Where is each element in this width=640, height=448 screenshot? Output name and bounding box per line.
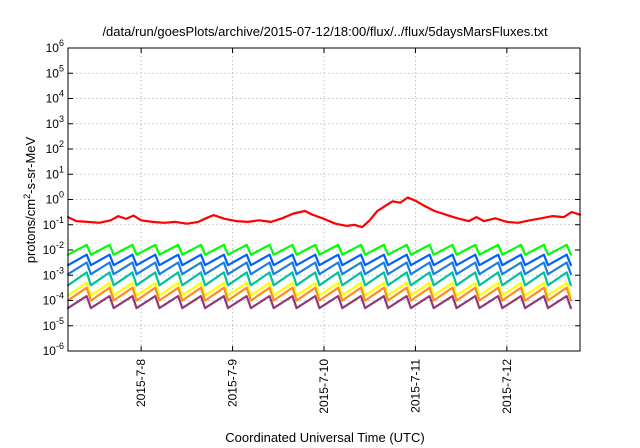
x-tick-label: 2015-7-9 xyxy=(226,359,240,407)
y-tick-label: 10-2 xyxy=(43,240,64,257)
series-line-6 xyxy=(66,281,572,297)
x-tick-label: 2015-7-12 xyxy=(500,359,514,414)
x-axis-label: Coordinated Universal Time (UTC) xyxy=(225,430,424,445)
x-tick-label: 2015-7-11 xyxy=(408,359,422,413)
y-tick-label: 10-5 xyxy=(43,316,64,333)
series-layer xyxy=(66,196,582,310)
y-tick-label: 10-4 xyxy=(43,291,64,308)
y-tick-label: 104 xyxy=(46,89,64,106)
series-line-4 xyxy=(66,261,572,276)
series-line-7 xyxy=(66,286,572,302)
series-line-8 xyxy=(66,295,572,310)
y-tick-label: 106 xyxy=(46,38,64,55)
y-tick-label: 10-6 xyxy=(43,341,64,358)
y-tick-label: 103 xyxy=(46,114,64,131)
series-line-2 xyxy=(66,243,572,256)
y-axis-label: protons/cm2-s-sr-MeV xyxy=(22,136,38,263)
y-tick-label: 10-3 xyxy=(43,265,64,282)
series-line-3 xyxy=(66,253,572,267)
x-tick-label: 2015-7-8 xyxy=(134,359,148,407)
y-tick-label: 105 xyxy=(46,63,64,80)
y-axis: 106 105 104 103 102 101 100 10-1 10-2 10-3 10-4 10-… xyxy=(43,38,580,358)
series-line-5 xyxy=(66,271,572,287)
y-tick-label: 101 xyxy=(46,164,64,181)
x-tick-label: 2015-7-10 xyxy=(317,359,331,414)
chart-title: /data/run/goesPlots/archive/2015-07-12/1… xyxy=(102,24,548,39)
x-axis: 2015-7-8 2015-7-9 2015-7-10 2015-7-11 2015-7… xyxy=(134,48,514,414)
series-line-1 xyxy=(66,196,582,229)
grid xyxy=(68,48,580,351)
y-tick-label: 100 xyxy=(46,190,64,207)
y-tick-label: 10-1 xyxy=(43,215,64,232)
y-tick-label: 102 xyxy=(46,139,64,156)
